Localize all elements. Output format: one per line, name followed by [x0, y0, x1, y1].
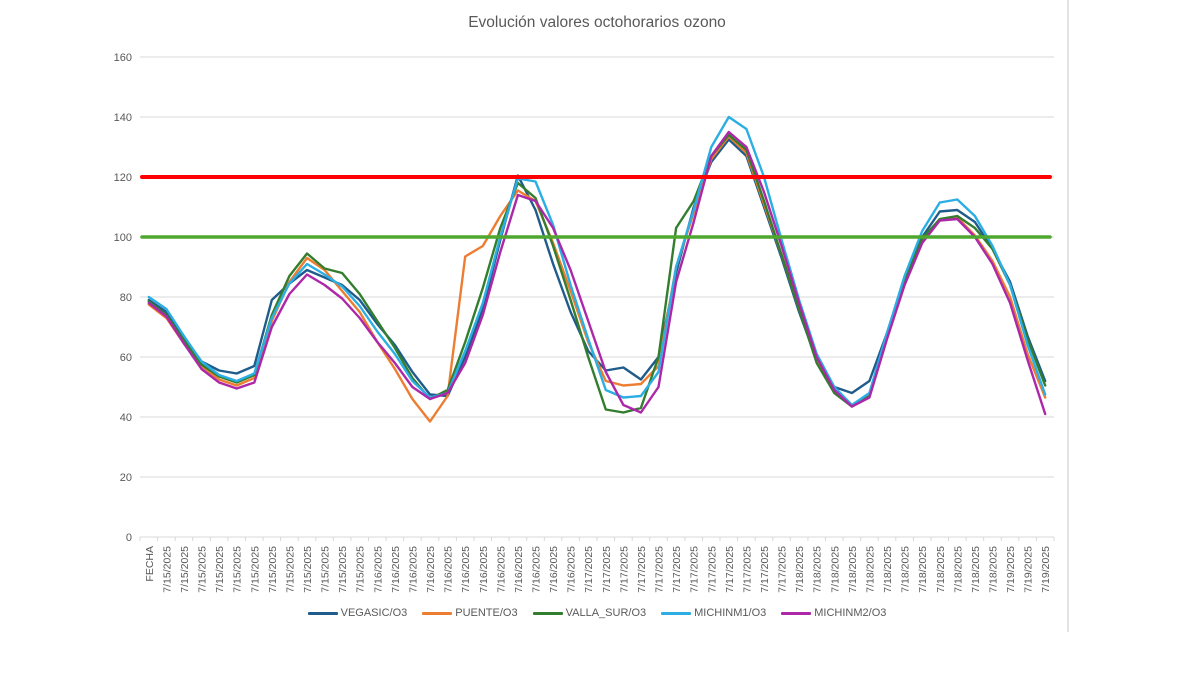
legend-item-VEGASIC/O3: VEGASIC/O3: [307, 607, 408, 619]
chart-legend: VEGASIC/O3 PUENTE/O3 VALLA_SUR/O3 MICHINM1/…: [140, 607, 1054, 619]
y-axis-label: 40: [120, 412, 132, 424]
x-axis-label: 7/17/2025: [689, 546, 701, 593]
x-axis-label: 7/16/2025: [495, 546, 507, 593]
x-axis-label: 7/18/2025: [970, 546, 982, 593]
legend-swatch: [307, 611, 338, 615]
legend-swatch: [532, 611, 563, 615]
x-axis-label: 7/18/2025: [952, 546, 964, 593]
x-axis-label: 7/19/2025: [1005, 546, 1017, 593]
x-axis-label: 7/17/2025: [706, 546, 718, 593]
x-axis-label: 7/17/2025: [601, 546, 613, 593]
x-axis-label: 7/15/2025: [179, 546, 191, 593]
x-axis-label: 7/17/2025: [724, 546, 736, 593]
x-axis-label: 7/18/2025: [935, 546, 947, 593]
x-axis-label: 7/16/2025: [407, 546, 419, 593]
y-axis-label: 160: [114, 52, 132, 64]
y-axis-label: 60: [120, 352, 132, 364]
x-axis-label: 7/16/2025: [531, 546, 543, 593]
x-axis-label: 7/19/2025: [1040, 546, 1052, 593]
x-axis-label: 7/17/2025: [777, 546, 789, 593]
x-axis-label: 7/16/2025: [443, 546, 455, 593]
x-axis-label: 7/16/2025: [478, 546, 490, 593]
legend-swatch: [422, 611, 453, 615]
x-axis-label: 7/16/2025: [513, 546, 525, 593]
x-axis-label: 7/16/2025: [566, 546, 578, 593]
legend-item-MICHINM2/O3: MICHINM2/O3: [781, 607, 886, 619]
x-axis-label: 7/16/2025: [460, 546, 472, 593]
x-axis-label: 7/17/2025: [654, 546, 666, 593]
y-axis-label: 140: [114, 112, 132, 124]
y-axis-label: 80: [120, 292, 132, 304]
x-axis-label: 7/15/2025: [302, 546, 314, 593]
legend-item-PUENTE/O3: PUENTE/O3: [422, 607, 518, 619]
legend-swatch: [661, 611, 692, 615]
x-axis-label: 7/15/2025: [214, 546, 226, 593]
x-axis-label: 7/18/2025: [917, 546, 929, 593]
x-axis-label: 7/15/2025: [249, 546, 261, 593]
y-axis-label: 120: [114, 172, 132, 184]
x-axis-label: 7/15/2025: [355, 546, 367, 593]
legend-label: PUENTE/O3: [455, 607, 518, 619]
x-axis-label: 7/15/2025: [267, 546, 279, 593]
x-axis-label: 7/16/2025: [425, 546, 437, 593]
x-axis-label: 7/15/2025: [337, 546, 349, 593]
x-axis-label: 7/18/2025: [829, 546, 841, 593]
x-axis-label: 7/18/2025: [882, 546, 894, 593]
series-line-PUENTE/O3: [147, 135, 1047, 423]
legend-item-MICHINM1/O3: MICHINM1/O3: [661, 607, 766, 619]
y-axis-label: 0: [126, 532, 132, 544]
legend-swatch: [781, 611, 812, 615]
legend-label: MICHINM1/O3: [694, 607, 767, 619]
x-axis-label: 7/16/2025: [548, 546, 560, 593]
y-axis-label: 20: [120, 472, 132, 484]
x-axis-label: 7/18/2025: [988, 546, 1000, 593]
x-axis-label: 7/15/2025: [232, 546, 244, 593]
x-axis-label: 7/15/2025: [320, 546, 332, 593]
legend-item-VALLA_SUR/O3: VALLA_SUR/O3: [532, 607, 647, 619]
x-axis-label: 7/17/2025: [741, 546, 753, 593]
x-axis-label: FECHA: [144, 546, 156, 582]
x-axis-label: 7/17/2025: [671, 546, 683, 593]
x-axis-label: 7/17/2025: [583, 546, 595, 593]
series-line-MICHINM1/O3: [147, 115, 1047, 407]
x-axis-label: 7/17/2025: [618, 546, 630, 593]
x-axis-label: 7/18/2025: [864, 546, 876, 593]
chart-title: Evolución valores octohorarios ozono: [468, 14, 726, 31]
x-axis-label: 7/18/2025: [847, 546, 859, 593]
x-axis-label: 7/18/2025: [900, 546, 912, 593]
x-axis-label: 7/16/2025: [372, 546, 384, 593]
x-axis-label: 7/19/2025: [1023, 546, 1035, 593]
x-axis-label: 7/18/2025: [812, 546, 824, 593]
x-axis-label: 7/15/2025: [197, 546, 209, 593]
x-axis-label: 7/17/2025: [759, 546, 771, 593]
legend-label: VALLA_SUR/O3: [565, 607, 647, 619]
x-axis-label: 7/18/2025: [794, 546, 806, 593]
x-axis-label: 7/17/2025: [636, 546, 648, 593]
legend-label: MICHINM2/O3: [814, 607, 887, 619]
x-axis-label: 7/15/2025: [284, 546, 296, 593]
x-axis-label: 7/16/2025: [390, 546, 402, 593]
y-axis-label: 100: [114, 232, 132, 244]
x-axis-label: 7/15/2025: [161, 546, 173, 593]
series-line-MICHINM2/O3: [147, 130, 1047, 416]
legend-label: VEGASIC/O3: [340, 607, 408, 619]
